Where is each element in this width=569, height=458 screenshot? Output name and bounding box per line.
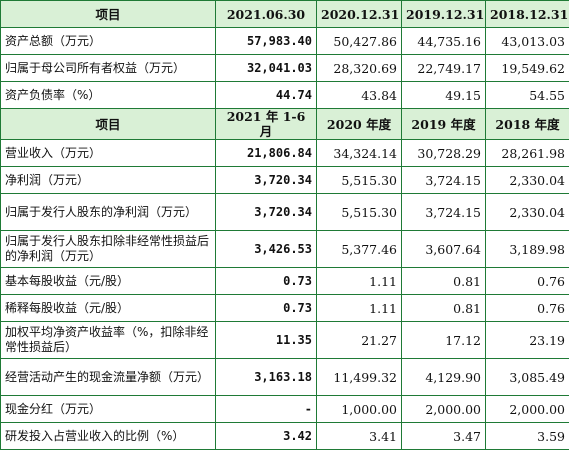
value-cell: 44.74	[215, 81, 317, 109]
value-cell: 0.76	[485, 294, 569, 322]
table-row: 营业收入（万元） 21,806.84 34,324.14 30,728.29 2…	[0, 139, 569, 167]
value-cell: 32,041.03	[215, 54, 317, 82]
value-cell: 3,607.64	[401, 230, 486, 268]
value-cell: -	[215, 395, 317, 423]
header-cell: 项目	[0, 0, 216, 28]
value-cell: 3,085.49	[485, 358, 569, 396]
table-row: 净利润（万元） 3,720.34 5,515.30 3,724.15 2,330…	[0, 166, 569, 194]
header-cell: 2019 年度	[401, 108, 486, 140]
value-cell: 1,000.00	[316, 395, 402, 423]
value-cell: 2,000.00	[401, 395, 486, 423]
row-label: 归属于发行人股东扣除非经常性损益后的净利润（万元）	[0, 230, 216, 268]
value-cell: 3,720.34	[215, 166, 317, 194]
value-cell: 0.73	[215, 267, 317, 295]
row-label: 资产总额（万元）	[0, 27, 216, 55]
row-label: 基本每股收益（元/股）	[0, 267, 216, 295]
value-cell: 28,261.98	[485, 139, 569, 167]
value-cell: 30,728.29	[401, 139, 486, 167]
value-cell: 5,515.30	[316, 166, 402, 194]
row-label: 研发投入占营业收入的比例（%）	[0, 422, 216, 450]
value-cell: 3.47	[401, 422, 486, 450]
row-label: 归属于母公司所有者权益（万元）	[0, 54, 216, 82]
value-cell: 0.76	[485, 267, 569, 295]
value-cell: 2,330.04	[485, 193, 569, 231]
value-cell: 43,013.03	[485, 27, 569, 55]
table-row: 稀释每股收益（元/股） 0.73 1.11 0.81 0.76	[0, 294, 569, 322]
table-row: 研发投入占营业收入的比例（%） 3.42 3.41 3.47 3.59	[0, 422, 569, 450]
value-cell: 0.81	[401, 294, 486, 322]
header-row-balance: 项目 2021.06.30 2020.12.31 2019.12.31 2018…	[0, 0, 569, 28]
table-row: 资产负债率（%） 44.74 43.84 49.15 54.55	[0, 81, 569, 109]
value-cell: 50,427.86	[316, 27, 402, 55]
header-cell: 2020 年度	[316, 108, 402, 140]
header-row-income: 项目 2021 年 1-6 月 2020 年度 2019 年度 2018 年度	[0, 108, 569, 140]
header-cell: 2018 年度	[485, 108, 569, 140]
header-cell: 2021.06.30	[215, 0, 317, 28]
table-row: 归属于发行人股东的净利润（万元） 3,720.34 5,515.30 3,724…	[0, 193, 569, 231]
value-cell: 17.12	[401, 321, 486, 359]
value-cell: 22,749.17	[401, 54, 486, 82]
value-cell: 23.19	[485, 321, 569, 359]
value-cell: 11,499.32	[316, 358, 402, 396]
header-cell: 2018.12.31	[485, 0, 569, 28]
value-cell: 3.42	[215, 422, 317, 450]
value-cell: 4,129.90	[401, 358, 486, 396]
row-label: 加权平均净资产收益率（%，扣除非经常性损益后）	[0, 321, 216, 359]
table-row: 现金分红（万元） - 1,000.00 2,000.00 2,000.00	[0, 395, 569, 423]
row-label: 稀释每股收益（元/股）	[0, 294, 216, 322]
row-label: 现金分红（万元）	[0, 395, 216, 423]
value-cell: 28,320.69	[316, 54, 402, 82]
value-cell: 0.81	[401, 267, 486, 295]
table-row: 归属于母公司所有者权益（万元） 32,041.03 28,320.69 22,7…	[0, 54, 569, 82]
value-cell: 3,720.34	[215, 193, 317, 231]
value-cell: 3.41	[316, 422, 402, 450]
header-cell: 2019.12.31	[401, 0, 486, 28]
row-label: 经营活动产生的现金流量净额（万元）	[0, 358, 216, 396]
value-cell: 3,163.18	[215, 358, 317, 396]
table-row: 资产总额（万元） 57,983.40 50,427.86 44,735.16 4…	[0, 27, 569, 55]
value-cell: 49.15	[401, 81, 486, 109]
value-cell: 3,724.15	[401, 166, 486, 194]
table-row: 归属于发行人股东扣除非经常性损益后的净利润（万元） 3,426.53 5,377…	[0, 230, 569, 268]
value-cell: 43.84	[316, 81, 402, 109]
value-cell: 2,000.00	[485, 395, 569, 423]
value-cell: 2,330.04	[485, 166, 569, 194]
table-row: 经营活动产生的现金流量净额（万元） 3,163.18 11,499.32 4,1…	[0, 358, 569, 396]
row-label: 营业收入（万元）	[0, 139, 216, 167]
value-cell: 5,515.30	[316, 193, 402, 231]
row-label: 资产负债率（%）	[0, 81, 216, 109]
value-cell: 54.55	[485, 81, 569, 109]
table-row: 基本每股收益（元/股） 0.73 1.11 0.81 0.76	[0, 267, 569, 295]
header-cell: 项目	[0, 108, 216, 140]
value-cell: 3,189.98	[485, 230, 569, 268]
value-cell: 3,426.53	[215, 230, 317, 268]
value-cell: 3,724.15	[401, 193, 486, 231]
value-cell: 3.59	[485, 422, 569, 450]
value-cell: 21.27	[316, 321, 402, 359]
value-cell: 0.73	[215, 294, 317, 322]
table-row: 加权平均净资产收益率（%，扣除非经常性损益后） 11.35 21.27 17.1…	[0, 321, 569, 359]
header-cell: 2021 年 1-6 月	[215, 108, 317, 140]
row-label: 净利润（万元）	[0, 166, 216, 194]
value-cell: 1.11	[316, 267, 402, 295]
value-cell: 1.11	[316, 294, 402, 322]
row-label: 归属于发行人股东的净利润（万元）	[0, 193, 216, 231]
value-cell: 5,377.46	[316, 230, 402, 268]
value-cell: 19,549.62	[485, 54, 569, 82]
value-cell: 44,735.16	[401, 27, 486, 55]
header-cell: 2020.12.31	[316, 0, 402, 28]
value-cell: 34,324.14	[316, 139, 402, 167]
value-cell: 11.35	[215, 321, 317, 359]
value-cell: 21,806.84	[215, 139, 317, 167]
value-cell: 57,983.40	[215, 27, 317, 55]
